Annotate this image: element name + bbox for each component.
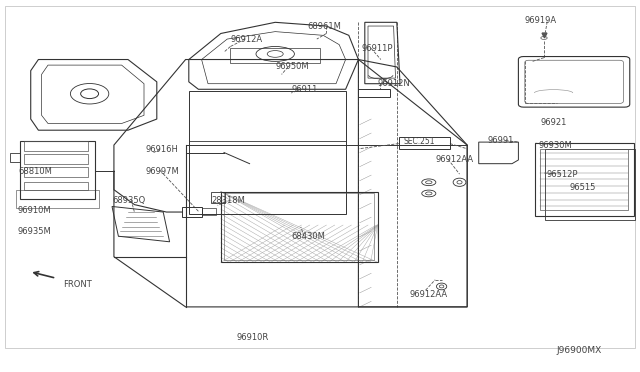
Text: 96950M: 96950M bbox=[275, 62, 309, 71]
Text: 96919A: 96919A bbox=[525, 16, 557, 25]
Bar bbox=[16, 190, 99, 208]
Text: J96900MX: J96900MX bbox=[557, 346, 602, 355]
Text: 96912AA: 96912AA bbox=[410, 290, 448, 299]
Bar bbox=[24, 154, 88, 164]
Bar bbox=[224, 193, 374, 260]
Bar bbox=[182, 207, 202, 217]
Bar bbox=[211, 192, 225, 203]
Text: 96991: 96991 bbox=[488, 136, 514, 145]
Text: 96911: 96911 bbox=[291, 85, 317, 94]
Text: 96921: 96921 bbox=[541, 118, 567, 127]
Text: SEC.251: SEC.251 bbox=[403, 137, 435, 146]
Text: 96930M: 96930M bbox=[539, 141, 573, 150]
Text: 96910R: 96910R bbox=[237, 333, 269, 342]
Text: 68935Q: 68935Q bbox=[112, 196, 145, 205]
Text: 96912A: 96912A bbox=[230, 35, 262, 44]
Text: 96910M: 96910M bbox=[18, 206, 52, 215]
Text: 68430M: 68430M bbox=[291, 232, 325, 241]
Text: 96935M: 96935M bbox=[18, 227, 52, 236]
Text: 96911P: 96911P bbox=[362, 44, 393, 53]
Text: 96912N: 96912N bbox=[378, 79, 410, 88]
Text: 96916H: 96916H bbox=[146, 145, 179, 154]
Bar bbox=[399, 137, 450, 149]
Bar bbox=[24, 167, 88, 177]
Text: 68961M: 68961M bbox=[307, 22, 341, 31]
Bar bbox=[202, 208, 216, 215]
Text: 96912AA: 96912AA bbox=[435, 155, 474, 164]
Bar bbox=[24, 141, 88, 151]
Text: 96512P: 96512P bbox=[547, 170, 578, 179]
Text: FRONT: FRONT bbox=[63, 280, 92, 289]
Text: 68810M: 68810M bbox=[18, 167, 52, 176]
Text: 96515: 96515 bbox=[570, 183, 596, 192]
Text: 28318M: 28318M bbox=[211, 196, 245, 205]
Bar bbox=[24, 182, 88, 190]
Text: 96997M: 96997M bbox=[146, 167, 180, 176]
